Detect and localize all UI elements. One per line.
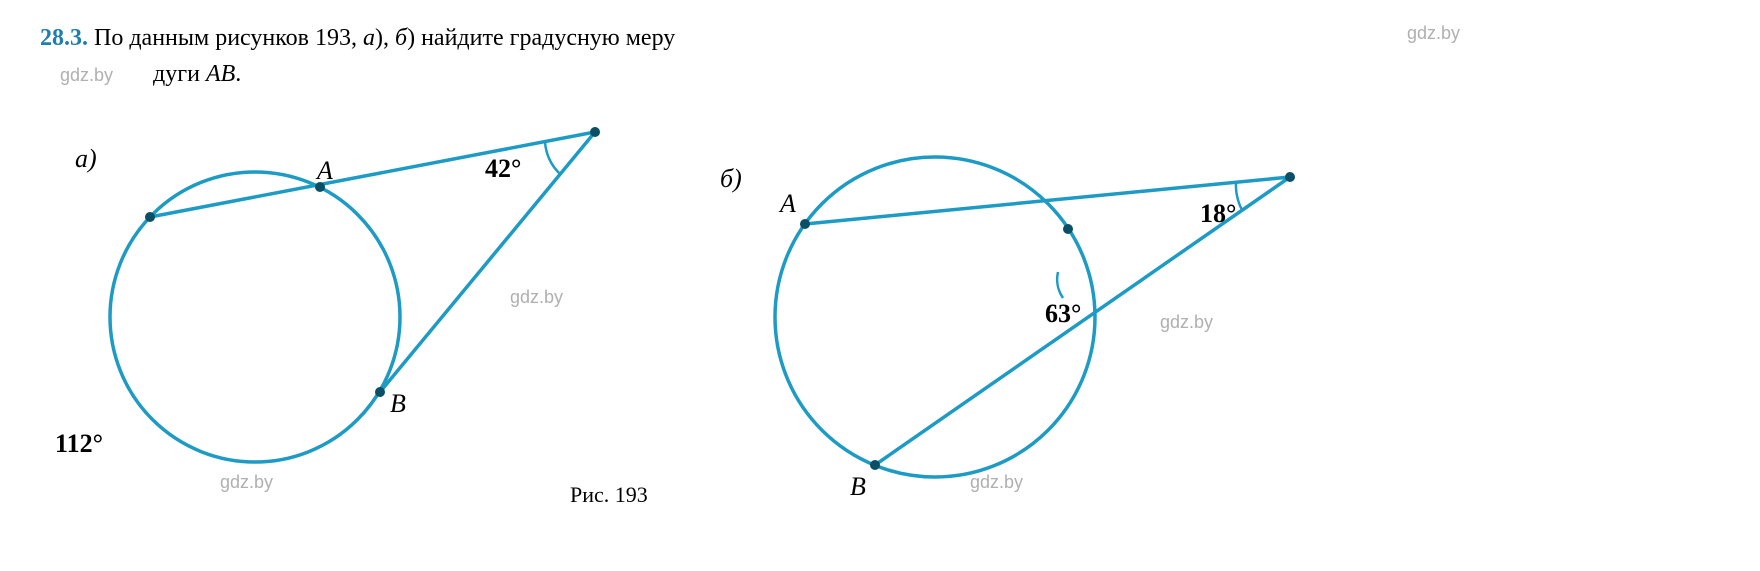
label-a-b: A xyxy=(778,189,796,218)
problem-statement: 28.3. По данным рисунков 193, а), б) най… xyxy=(40,20,1720,92)
arc-112: 112° xyxy=(55,429,103,458)
point-b-b xyxy=(870,460,880,470)
angle-42: 42° xyxy=(485,154,521,183)
label-a: A xyxy=(315,156,333,185)
figure-b-svg: A B 18° 63° б) xyxy=(720,102,1360,522)
figures-container: A B 42° 112° а) gdz.by gdz.by xyxy=(40,102,1720,522)
point-b xyxy=(375,387,385,397)
angle-arc-p-b xyxy=(1236,182,1242,210)
watermark: gdz.by xyxy=(1160,312,1213,333)
text-segment: ), xyxy=(375,25,395,51)
point-a-b xyxy=(800,219,810,229)
point-p xyxy=(590,127,600,137)
watermark: gdz.by xyxy=(220,472,273,493)
arc-AB: AB xyxy=(206,61,235,87)
angle-arc-63 xyxy=(1057,272,1063,298)
watermark: gdz.by xyxy=(510,287,563,308)
point-topright xyxy=(1063,224,1073,234)
watermark: gdz.by xyxy=(1407,20,1460,47)
figure-b: A B 18° 63° б) gdz.by gdz.by Рис. 193 xyxy=(720,102,1360,522)
figure-caption: Рис. 193 xyxy=(570,482,648,508)
label-b: B xyxy=(390,389,406,418)
fig-label-a: а) xyxy=(75,144,97,173)
secant-top xyxy=(150,132,595,217)
problem-line1: 28.3. По данным рисунков 193, а), б) най… xyxy=(40,20,1720,56)
watermark: gdz.by xyxy=(60,65,113,85)
angle-arc-p xyxy=(545,142,560,174)
text-segment: ) найдите градусную меру xyxy=(407,25,675,51)
angle-63: 63° xyxy=(1045,299,1081,328)
label-b-b: B xyxy=(850,472,866,501)
problem-line2: gdz.by дуги AB. xyxy=(40,56,1720,92)
point-top xyxy=(145,212,155,222)
point-p-b xyxy=(1285,172,1295,182)
fig-label-b: б) xyxy=(720,164,742,193)
angle-18: 18° xyxy=(1200,199,1236,228)
option-b: б xyxy=(395,25,407,51)
text-segment: . xyxy=(235,61,241,87)
text-segment: дуги xyxy=(153,61,206,87)
figure-a: A B 42° 112° а) gdz.by gdz.by xyxy=(40,102,660,522)
option-a: а xyxy=(363,25,375,51)
watermark: gdz.by xyxy=(970,472,1023,493)
figure-a-svg: A B 42° 112° а) xyxy=(40,102,660,522)
text-segment: По данным рисунков 193, xyxy=(94,25,363,51)
problem-number: 28.3. xyxy=(40,25,88,51)
